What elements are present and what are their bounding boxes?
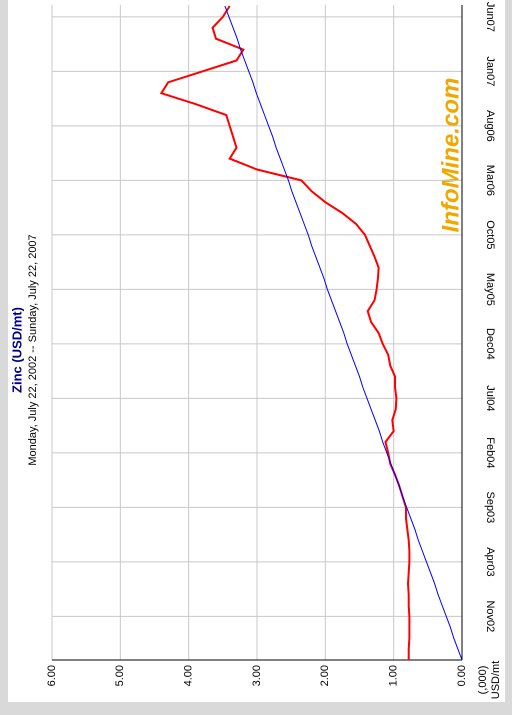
chart-subtitle: Monday, July 22, 2002 -- Sunday, July 22… [27, 234, 39, 465]
y-tick-label: 0.00 [456, 665, 468, 686]
y-tick-label: 1.00 [388, 665, 400, 686]
rotated-chart: Zinc (USD/mt) Monday, July 22, 2002 -- S… [8, 0, 505, 702]
chart-title: Zinc (USD/mt) [9, 307, 24, 393]
y-tick-label: 4.00 [183, 665, 195, 686]
x-tick-label: Sep03 [484, 491, 496, 523]
x-tick-label: Feb04 [484, 437, 496, 468]
x-tick-label: Jul04 [484, 385, 496, 411]
x-tick-label: Nov02 [484, 601, 496, 633]
x-tick-label: Oct05 [484, 220, 496, 249]
x-tick-label: Jan07 [484, 56, 496, 86]
x-tick-label: Apr03 [484, 547, 496, 576]
y-tick-label: 3.00 [251, 665, 263, 686]
x-tick-label: Aug06 [484, 110, 496, 142]
data-line [224, 5, 463, 661]
y-axis-label: (,000) [477, 666, 489, 695]
x-tick-label: Jun07 [484, 2, 496, 32]
y-tick-label: 5.00 [114, 665, 126, 686]
x-tick-label: Dec04 [484, 328, 496, 360]
x-tick-label: Mar06 [484, 165, 496, 196]
watermark: InfoMine.com [437, 78, 464, 233]
data-line [159, 5, 411, 660]
x-tick-label: May05 [484, 273, 496, 306]
y-tick-label: 6.00 [46, 665, 58, 686]
y-axis-label: USD/mt [490, 661, 502, 700]
y-tick-label: 2.00 [319, 665, 331, 686]
